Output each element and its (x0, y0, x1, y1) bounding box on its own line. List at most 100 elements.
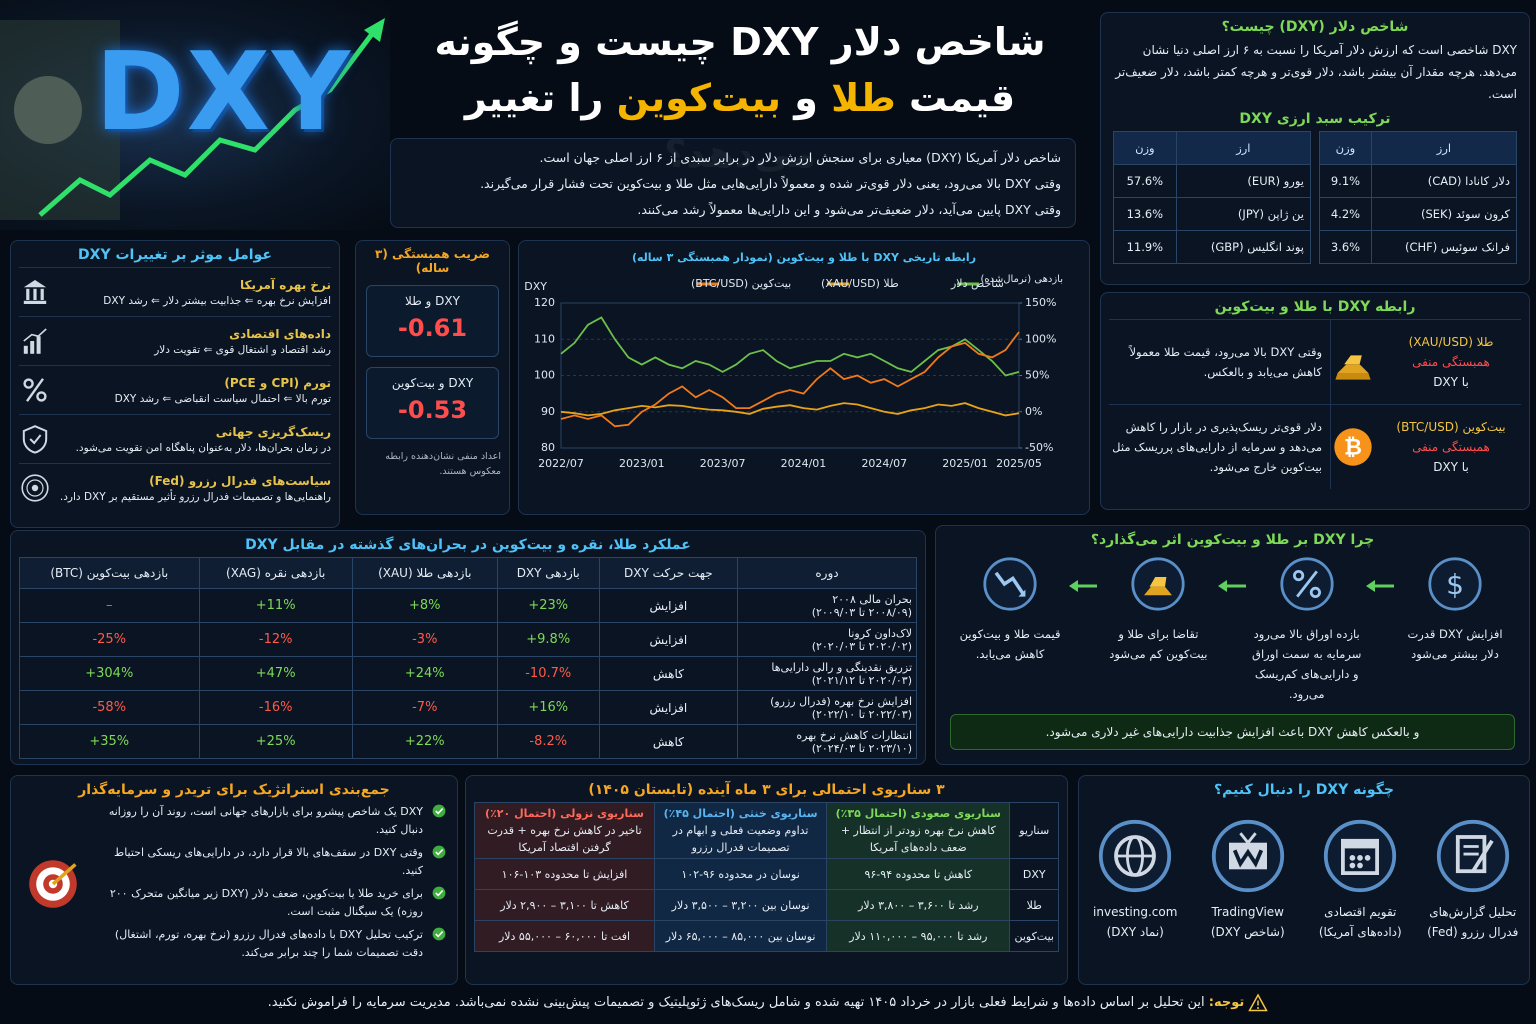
factor-item: ریسک‌گریزی جهانی در زمان بحران‌ها، دلار ب… (19, 414, 331, 463)
icon (1436, 819, 1509, 893)
correlation-value: -0.61 (397, 314, 468, 342)
scenario-header: سناریوی خنثی (احتمال ۴۵٪) تداوم وضعیت فعل… (653, 802, 828, 859)
chart: رابطه تاریخی DXY با طلا و بیت‌کوین (نمود… (524, 251, 1063, 470)
factor-item: تورم (CPI و PCE) تورم بالا ⇐ احتمال سیاست… (19, 365, 331, 414)
crisis-row: افزایش نرخ بهره (فدرال رزرو) (۲۰۲۲/۰۳ تا … (19, 690, 917, 725)
correlation-title: ضریب همبستگی (۳ ساله) (375, 247, 490, 275)
basket-row: ین ژاپن (JPY) 13.6% (1113, 197, 1312, 231)
correlation-label: DXY و طلا (405, 294, 460, 308)
arrow-icon (1069, 580, 1098, 592)
basket-header-cell: ارز (1370, 131, 1518, 165)
basket-cell: 57.6% (1113, 164, 1177, 198)
y2-tick-label: 100% (1025, 332, 1056, 345)
icon (432, 804, 446, 818)
scenario-row: بیت‌کوین رشد تا ۹۵,۰۰۰ – ۱۱۰,۰۰۰ دلار نوسا… (474, 920, 1059, 952)
factor-desc: در زمان بحران‌ها، دلار به‌عنوان پناهگاه … (75, 441, 331, 454)
scenario-cell: افت تا ۶۰,۰۰۰ – ۵۵,۰۰۰ دلار (474, 920, 655, 952)
relation-text: وقتی DXY بالا می‌رود، قیمت طلا معمولاً ک… (1129, 345, 1322, 379)
y2-tick-label: 0% (1025, 405, 1042, 418)
scenarios-panel: ۳ سناریوی احتمالی برای ۳ ماه آینده (تابس… (465, 775, 1068, 985)
crisis-row: تزریق نقدینگی و رالی دارایی‌ها (۲۰۲۰/۰۳ ت… (19, 656, 917, 691)
hero-logo: DXY (95, 30, 353, 155)
relation-label: طلا (XAU/USD) همبستگی منفی با DXY (1381, 332, 1521, 392)
crisis-return: -58% (19, 690, 200, 725)
basket-row: دلار کانادا (CAD) 9.1% (1319, 164, 1518, 198)
scenarios-table: سناریو سناریوی صعودی (احتمال ۳۵٪) کاهش نرخ… (474, 802, 1059, 952)
scenario-desc: کاهش نرخ بهره زودتر از انتظار + ضعف داده… (840, 824, 996, 854)
y2-axis-label: بازدهی (نرمال‌شده) (980, 274, 1063, 285)
flow-arrow (1217, 578, 1248, 597)
basket-cell: 3.6% (1319, 230, 1372, 264)
x-tick-label: 2022/07 (538, 457, 584, 470)
crisis-direction: کاهش (598, 656, 739, 691)
intro-line: وقتی DXY بالا می‌رود، یعنی دلار قوی‌تر ش… (480, 176, 1061, 191)
crisis-header-cell: بازدهی DXY (496, 557, 600, 589)
svg-text:₿: ₿ (1344, 436, 1362, 461)
y-tick-label: 120 (534, 296, 555, 309)
footer-label: توجه: (1208, 995, 1245, 1010)
plot-frame (560, 302, 1020, 449)
x-tick-label: 2025/01 (942, 457, 988, 470)
crisis-period-dates: (۲۰۲۲/۰۳ تا ۲۰۲۲/۱۰) (811, 707, 912, 721)
title-part: طلا (831, 76, 896, 120)
series-line (560, 402, 1020, 417)
y2-tick-label: -50% (1025, 441, 1053, 454)
arrow-icon (1217, 580, 1246, 592)
factor-text: سیاست‌های فدرال رزرو (Fed) راهنمایی‌ها و … (59, 474, 331, 503)
factor-text: نرخ بهره آمریکا افزایش نرخ بهره ⇐ جذابیت … (59, 278, 331, 307)
chart-title: رابطه تاریخی DXY با طلا و بیت‌کوین (نمود… (632, 251, 976, 264)
basket-cell: پوند انگلیس (GBP) (1175, 230, 1312, 264)
icon (1211, 819, 1284, 893)
factor-title: ریسک‌گریزی جهانی (215, 424, 331, 439)
series-line (560, 331, 1020, 428)
scenario-row-label: بیت‌کوین (1009, 920, 1059, 952)
icon (983, 557, 1037, 611)
factor-title: تورم (CPI و PCE) (224, 375, 331, 390)
crisis-table: دوره جهت حرکت DXY بازدهی DXY بازدهی طلا (XA… (19, 557, 917, 759)
crisis-header-cell: بازدهی نقره (XAG) (198, 557, 353, 589)
follow-name: تقویم اقتصادی (1324, 905, 1397, 919)
relation-asset: طلا (XAU/USD) همبستگی منفی با DXY (1330, 320, 1521, 404)
basket-table: ارز وزن دلار کانادا (CAD) 9.1% کرون سوئد (SE… (1319, 131, 1518, 264)
crisis-return: +22% (351, 724, 498, 759)
crisis-return: -7% (351, 690, 498, 725)
legend-label: بیت‌کوین (BTC/USD) (691, 277, 791, 290)
relation-row: طلا (XAU/USD) همبستگی منفی با DXY وقتی DXY … (1109, 319, 1521, 404)
crisis-return: -3% (351, 622, 498, 657)
factor-item: نرخ بهره آمریکا افزایش نرخ بهره ⇐ جذابیت … (19, 267, 331, 316)
basket-header-cell: وزن (1113, 131, 1177, 165)
crisis-row: لاک‌داون کرونا (۲۰۲۰/۰۲ تا ۲۰۲۰/۰۳) افزایش… (19, 622, 917, 657)
scenario-name: سناریوی صعودی (احتمال ۳۵٪) (835, 807, 1001, 820)
follow-item: تحلیل گزارش‌های فدرال رزرو (Fed) (1420, 818, 1525, 942)
basket-cell: کرون سوئد (SEK) (1370, 197, 1518, 231)
basket-cell: 9.1% (1319, 164, 1372, 198)
crisis-header-cell: بازدهی بیت‌کوین (BTC) (19, 557, 200, 589)
icon (1248, 992, 1269, 1011)
basket-row: فرانک سوئیس (CHF) 3.6% (1319, 230, 1518, 264)
strategy-item: برای خرید طلا یا بیت‌کوین، ضعف دلار (DXY… (21, 885, 447, 921)
intro-line: وقتی DXY پایین می‌آید، دلار ضعیف‌تر می‌ش… (637, 202, 1061, 217)
footer-text: این تحلیل بر اساس داده‌ها و شرایط فعلی ب… (267, 995, 1205, 1010)
crisis-period-dates: (۲۰۲۰/۰۳ تا ۲۰۲۱/۱۲) (811, 673, 912, 687)
y-axis-label: DXY (524, 280, 547, 293)
icon (23, 280, 47, 304)
series-line (560, 316, 1020, 377)
y-tick-label: 110 (534, 332, 555, 345)
hero: DXY (0, 0, 390, 230)
scenario-desc: تداوم وضعیت فعلی و ابهام در تصمیمات فدرا… (672, 824, 809, 854)
basket-tables: ارز وزن دلار کانادا (CAD) 9.1% کرون سوئد (SE… (1113, 131, 1518, 264)
basket-cell: 13.6% (1113, 197, 1177, 231)
basket-cell: فرانک سوئیس (CHF) (1370, 230, 1518, 264)
strategy-text: وقتی DXY در سقف‌های بالا قرار دارد، در د… (114, 846, 423, 877)
why-title: چرا DXY بر طلا و بیت‌کوین اثر می‌گذارد؟ (1090, 532, 1375, 548)
hero-art (0, 18, 385, 220)
icon: $ (1428, 557, 1482, 611)
crisis-return: +9.8% (496, 622, 600, 657)
title-line: شاخص دلار DXY چیست و چگونه (434, 20, 1046, 64)
strategy-panel: جمع‌بندی استراتژیک برای تریدر و سرمایه‌گ… (10, 775, 458, 985)
basket-row: کرون سوئد (SEK) 4.2% (1319, 197, 1518, 231)
svg-text:$: $ (1446, 568, 1464, 601)
follow-name: investing.com (1093, 905, 1178, 919)
follow-name: تحلیل گزارش‌های (1429, 905, 1517, 919)
